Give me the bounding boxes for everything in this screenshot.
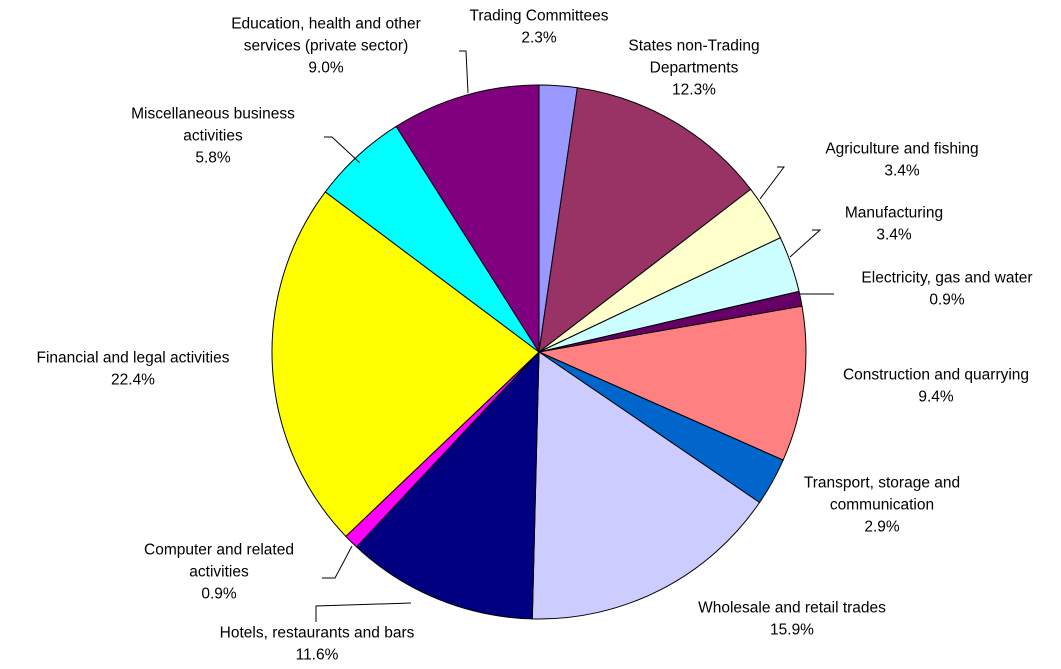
pie-slice-construction-and-quarrying [537, 305, 807, 461]
slice-label-transport-storage-and-communication: communication [830, 497, 934, 514]
slice-label-hotels-restaurants-and-bars: Hotels, restaurants and bars [220, 625, 415, 642]
slice-label-financial-and-legal-activities: Financial and legal activities [37, 350, 230, 367]
slice-label-construction-and-quarrying: Construction and quarrying [843, 367, 1029, 384]
slice-labels: Trading Committees 2.3% States non-Trading… [37, 8, 1033, 664]
leader-line-education-health-and-other-services-private-sector [459, 50, 469, 94]
pie-slice-financial-and-legal-activities [271, 191, 540, 538]
slice-label-education-health-and-other-services-private-sector: services (private sector) [244, 38, 409, 55]
leader-line-agriculture-and-fishing [759, 166, 785, 200]
leader-line-miscellaneous-business-activities [324, 136, 361, 164]
slice-label-wholesale-and-retail-trades: Wholesale and retail trades [698, 600, 886, 617]
slice-percent-manufacturing: 3.4% [876, 227, 912, 244]
slice-label-agriculture-and-fishing: Agriculture and fishing [825, 141, 978, 158]
slice-label-transport-storage-and-communication: Transport, storage and [804, 475, 960, 492]
pie-slice-states-non-trading-departments [538, 87, 752, 354]
slice-label-computer-and-related-activities: Computer and related [144, 542, 294, 559]
slice-label-states-non-trading-departments: States non-Trading [628, 38, 759, 55]
slice-label-computer-and-related-activities: activities [189, 564, 249, 581]
pie-slice-education-health-and-other-services-private-sector [395, 84, 540, 354]
slice-percent-miscellaneous-business-activities: 5.8% [195, 150, 231, 167]
slice-label-education-health-and-other-services-private-sector: Education, health and other [231, 16, 421, 33]
slice-label-trading-committees: Trading Committees [470, 8, 609, 25]
slice-percent-construction-and-quarrying: 9.4% [918, 389, 954, 406]
slice-percent-computer-and-related-activities: 0.9% [201, 586, 237, 603]
slice-percent-wholesale-and-retail-trades: 15.9% [770, 622, 814, 639]
slice-percent-hotels-restaurants-and-bars: 11.6% [296, 647, 339, 664]
slice-label-manufacturing: Manufacturing [845, 205, 943, 222]
slice-label-states-non-trading-departments: Departments [650, 60, 739, 77]
slice-percent-electricity-gas-and-water: 0.9% [929, 292, 965, 309]
leader-line-manufacturing [789, 229, 822, 258]
slice-percent-trading-committees: 2.3% [521, 30, 557, 47]
slice-percent-financial-and-legal-activities: 22.4% [111, 372, 155, 389]
slice-percent-education-health-and-other-services-private-sector: 9.0% [308, 60, 344, 77]
slice-label-miscellaneous-business-activities: activities [183, 128, 243, 145]
slice-percent-agriculture-and-fishing: 3.4% [884, 163, 920, 180]
leader-lines [315, 50, 834, 622]
pie-slices [271, 84, 807, 620]
slice-label-miscellaneous-business-activities: Miscellaneous business [131, 106, 295, 123]
slice-percent-transport-storage-and-communication: 2.9% [864, 519, 900, 536]
slice-label-electricity-gas-and-water: Electricity, gas and water [861, 270, 1032, 287]
slice-percent-states-non-trading-departments: 12.3% [672, 82, 716, 99]
leader-line-computer-and-related-activities [322, 545, 353, 579]
leader-line-hotels-restaurants-and-bars [315, 602, 412, 622]
pie-slice-hotels-restaurants-and-bars [355, 350, 540, 620]
pie-slice-wholesale-and-retail-trades [531, 351, 761, 620]
